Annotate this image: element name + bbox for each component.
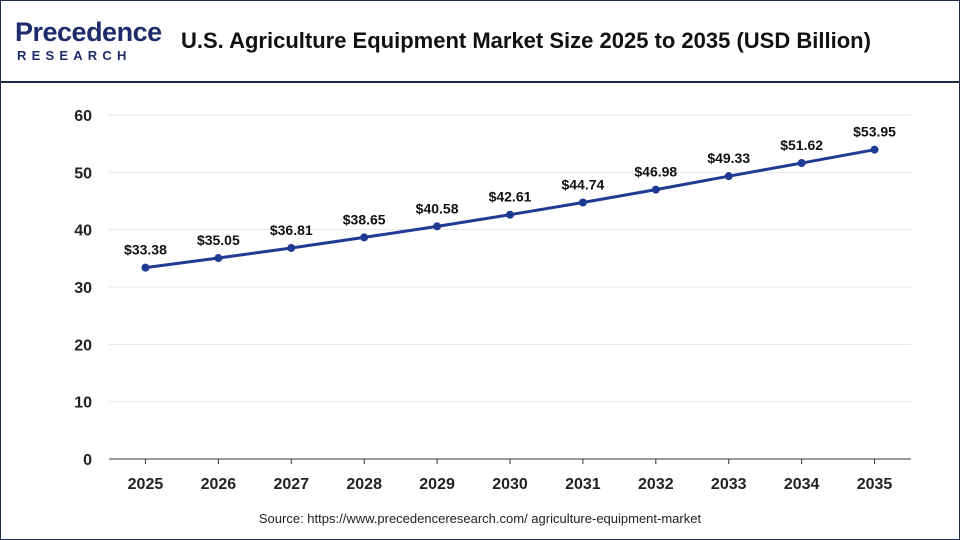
x-tick-label: 2027 xyxy=(273,476,309,493)
data-labels: $33.38 $35.05 $36.81 $38.65 $40.58 $42.61 $44.… xyxy=(124,124,896,258)
x-tick-label: 2034 xyxy=(784,476,820,493)
data-point xyxy=(506,210,514,219)
header: Precedence RESEARCH U.S. Agriculture Equ… xyxy=(1,1,959,83)
x-tick-label: 2029 xyxy=(419,476,455,493)
data-label: $35.05 xyxy=(197,232,240,248)
x-tick-label: 2028 xyxy=(346,476,382,493)
y-tick-label: 20 xyxy=(74,337,92,354)
data-point xyxy=(578,198,587,207)
x-tick-label: 2025 xyxy=(128,476,164,493)
data-point xyxy=(797,159,806,168)
data-point xyxy=(433,222,442,231)
data-points xyxy=(141,145,879,272)
logo-subtitle: RESEARCH xyxy=(17,48,132,63)
brand-logo: Precedence RESEARCH xyxy=(15,17,165,65)
series-line xyxy=(145,148,875,270)
data-point xyxy=(651,185,660,194)
data-label: $44.74 xyxy=(561,176,604,192)
data-point xyxy=(141,263,150,272)
y-tick-label: 30 xyxy=(74,280,92,297)
logo-wordmark: Precedence xyxy=(15,17,162,47)
y-tick-label: 0 xyxy=(83,452,92,469)
y-tick-label: 40 xyxy=(74,223,92,240)
data-label: $49.33 xyxy=(707,150,750,166)
x-tick-label: 2030 xyxy=(492,476,528,493)
data-label: $53.95 xyxy=(853,124,896,140)
data-label: $36.81 xyxy=(270,222,313,238)
source-note: Source: https://www.precedenceresearch.c… xyxy=(258,511,702,526)
x-tick-label: 2035 xyxy=(857,476,893,493)
x-tick-label: 2032 xyxy=(638,476,674,493)
x-tick-label: 2033 xyxy=(711,476,747,493)
data-point xyxy=(287,243,296,252)
data-label: $51.62 xyxy=(780,137,823,153)
data-point xyxy=(214,254,223,263)
chart-title: U.S. Agriculture Equipment Market Size 2… xyxy=(181,28,871,53)
data-label: $42.61 xyxy=(489,189,532,205)
gridlines xyxy=(109,114,911,403)
y-axis-ticks: 0 10 20 30 40 50 60 xyxy=(74,108,92,469)
data-point xyxy=(724,172,733,181)
data-label: $33.38 xyxy=(124,242,167,258)
data-point xyxy=(360,233,369,242)
data-point xyxy=(870,145,879,154)
y-tick-label: 10 xyxy=(74,395,92,412)
data-label: $38.65 xyxy=(343,211,386,227)
x-axis-ticks: 2025 2026 2027 2028 2029 2030 2031 2032 2033 2034… xyxy=(128,459,893,493)
data-label: $40.58 xyxy=(416,200,459,216)
data-label: $46.98 xyxy=(634,164,677,180)
y-tick-label: 60 xyxy=(74,108,92,125)
x-tick-label: 2026 xyxy=(201,476,237,493)
x-tick-label: 2031 xyxy=(565,476,601,493)
y-tick-label: 50 xyxy=(74,165,92,182)
